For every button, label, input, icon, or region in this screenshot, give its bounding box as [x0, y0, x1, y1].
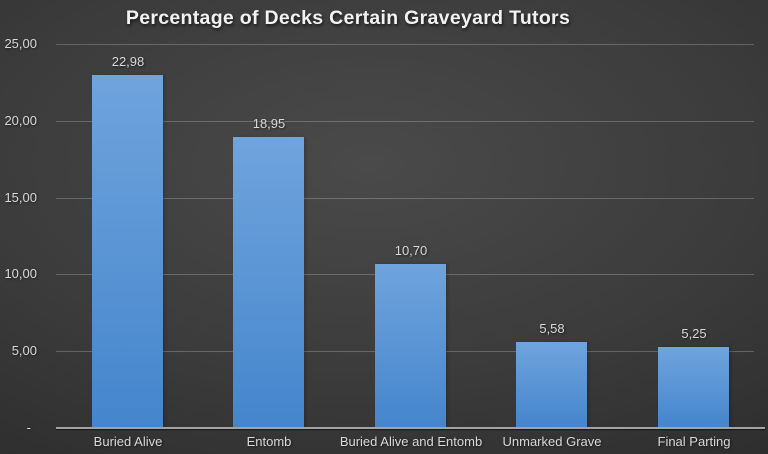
bar-value-label: 18,95: [252, 116, 286, 131]
gridline: [56, 198, 754, 199]
bar-value-label: 22,98: [111, 54, 145, 69]
y-tick-label: 20,00: [4, 113, 37, 128]
bar-value-label: 10,70: [394, 243, 428, 258]
y-tick-label: 25,00: [4, 36, 37, 51]
bar-4[interactable]: [516, 342, 587, 428]
y-tick-label: -: [26, 420, 31, 435]
bar-1[interactable]: [92, 75, 163, 428]
bar-5[interactable]: [658, 347, 729, 428]
bar-value-label: 5,58: [539, 321, 565, 336]
bar-value-label: 5,25: [681, 326, 707, 341]
category-label: Buried Alive: [93, 434, 163, 449]
category-label: Buried Alive and Entomb: [339, 434, 483, 449]
gridline: [56, 44, 754, 45]
y-tick-label: 15,00: [4, 190, 37, 205]
category-label: Unmarked Grave: [502, 434, 602, 449]
chart-title: Percentage of Decks Certain Graveyard Tu…: [125, 7, 571, 29]
category-label: Final Parting: [657, 434, 731, 449]
category-label: Entomb: [246, 434, 292, 449]
y-tick-label: 10,00: [4, 266, 37, 281]
gridline: [56, 121, 754, 122]
bar-3[interactable]: [375, 263, 446, 428]
bar-2[interactable]: [233, 136, 304, 428]
y-tick-label: 5,00: [11, 343, 37, 358]
x-axis-line: [56, 427, 765, 429]
